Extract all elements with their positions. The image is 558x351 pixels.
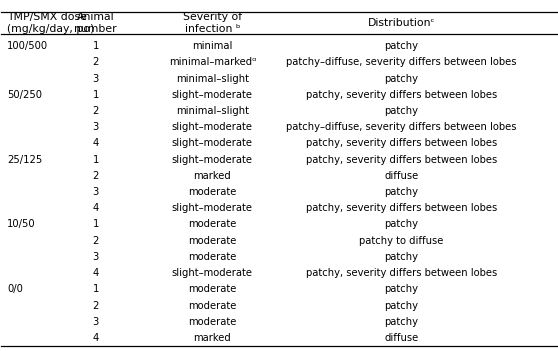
Text: patchy–diffuse, severity differs between lobes: patchy–diffuse, severity differs between… (286, 122, 516, 132)
Text: patchy, severity differs between lobes: patchy, severity differs between lobes (306, 90, 497, 100)
Text: patchy: patchy (384, 284, 418, 294)
Text: 2: 2 (93, 300, 99, 311)
Text: moderate: moderate (188, 317, 237, 327)
Text: TMP/SMX dose
(mg/kg/day, po): TMP/SMX dose (mg/kg/day, po) (7, 12, 94, 34)
Text: minimal–slight: minimal–slight (176, 106, 249, 116)
Text: 25/125: 25/125 (7, 154, 42, 165)
Text: 50/250: 50/250 (7, 90, 42, 100)
Text: minimal: minimal (192, 41, 233, 51)
Text: slight–moderate: slight–moderate (172, 154, 253, 165)
Text: minimal–markedᵅ: minimal–markedᵅ (169, 57, 256, 67)
Text: diffuse: diffuse (384, 333, 418, 343)
Text: patchy: patchy (384, 219, 418, 230)
Text: 4: 4 (93, 203, 99, 213)
Text: 1: 1 (93, 219, 99, 230)
Text: patchy: patchy (384, 41, 418, 51)
Text: patchy, severity differs between lobes: patchy, severity differs between lobes (306, 138, 497, 148)
Text: 3: 3 (93, 122, 99, 132)
Text: patchy: patchy (384, 300, 418, 311)
Text: slight–moderate: slight–moderate (172, 138, 253, 148)
Text: 2: 2 (93, 171, 99, 181)
Text: 4: 4 (93, 333, 99, 343)
Text: 2: 2 (93, 236, 99, 246)
Text: Distributionᶜ: Distributionᶜ (367, 18, 435, 28)
Text: slight–moderate: slight–moderate (172, 203, 253, 213)
Text: 3: 3 (93, 187, 99, 197)
Text: patchy–diffuse, severity differs between lobes: patchy–diffuse, severity differs between… (286, 57, 516, 67)
Text: slight–moderate: slight–moderate (172, 268, 253, 278)
Text: diffuse: diffuse (384, 171, 418, 181)
Text: 10/50: 10/50 (7, 219, 36, 230)
Text: patchy, severity differs between lobes: patchy, severity differs between lobes (306, 203, 497, 213)
Text: 0/0: 0/0 (7, 284, 23, 294)
Text: marked: marked (194, 333, 231, 343)
Text: patchy: patchy (384, 187, 418, 197)
Text: moderate: moderate (188, 284, 237, 294)
Text: moderate: moderate (188, 300, 237, 311)
Text: 3: 3 (93, 317, 99, 327)
Text: moderate: moderate (188, 252, 237, 262)
Text: 1: 1 (93, 41, 99, 51)
Text: slight–moderate: slight–moderate (172, 122, 253, 132)
Text: Severity of
infection ᵇ: Severity of infection ᵇ (183, 12, 242, 34)
Text: patchy, severity differs between lobes: patchy, severity differs between lobes (306, 268, 497, 278)
Text: moderate: moderate (188, 236, 237, 246)
Text: marked: marked (194, 171, 231, 181)
Text: 4: 4 (93, 138, 99, 148)
Text: patchy: patchy (384, 252, 418, 262)
Text: 1: 1 (93, 284, 99, 294)
Text: 1: 1 (93, 154, 99, 165)
Text: 3: 3 (93, 73, 99, 84)
Text: 2: 2 (93, 57, 99, 67)
Text: minimal–slight: minimal–slight (176, 73, 249, 84)
Text: 100/500: 100/500 (7, 41, 48, 51)
Text: patchy, severity differs between lobes: patchy, severity differs between lobes (306, 154, 497, 165)
Text: 2: 2 (93, 106, 99, 116)
Text: slight–moderate: slight–moderate (172, 90, 253, 100)
Text: patchy to diffuse: patchy to diffuse (359, 236, 444, 246)
Text: patchy: patchy (384, 317, 418, 327)
Text: moderate: moderate (188, 219, 237, 230)
Text: 1: 1 (93, 90, 99, 100)
Text: 3: 3 (93, 252, 99, 262)
Text: 4: 4 (93, 268, 99, 278)
Text: patchy: patchy (384, 106, 418, 116)
Text: patchy: patchy (384, 73, 418, 84)
Text: Animal
number: Animal number (74, 12, 117, 34)
Text: moderate: moderate (188, 187, 237, 197)
